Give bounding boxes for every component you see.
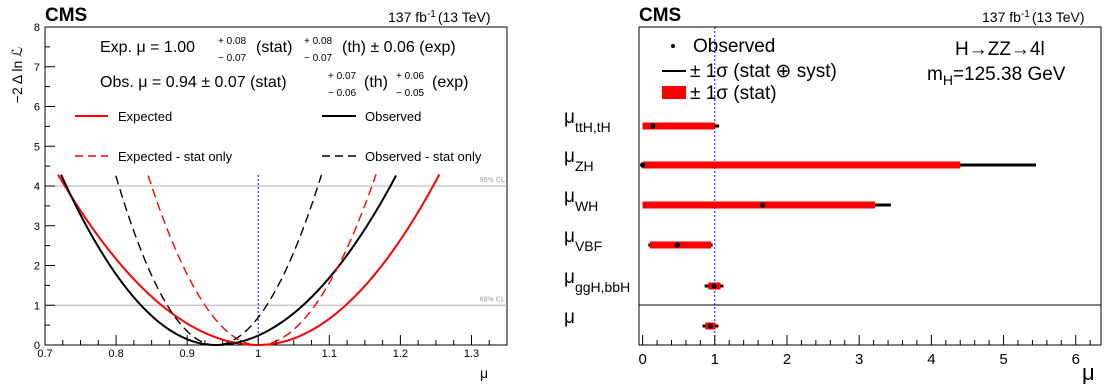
point-zh <box>640 162 646 168</box>
left-x-tick-label: 1.2 <box>393 348 408 360</box>
left-y-tick-label: 4 <box>34 181 40 193</box>
observed-annotation: Obs. μ = 0.94 ± 0.07 (stat) + 0.07 − 0.0… <box>100 71 468 99</box>
left-x-tick-label: 0.9 <box>180 348 195 360</box>
legend-observed-marker <box>671 44 675 48</box>
point-vbf <box>674 242 680 248</box>
exp-annotation-prefix: Exp. μ = 1.00 <box>100 39 195 56</box>
obs-annotation-prefix: Obs. μ = 0.94 ± 0.07 (stat) <box>100 74 287 91</box>
exp-th-down: − 0.07 <box>304 53 333 64</box>
cl-label-1: 95% CL <box>480 177 506 184</box>
stat-bar-vbf <box>649 241 712 249</box>
left-x-tick-label: 1 <box>255 348 261 360</box>
category-label-vbf: μVBF <box>564 226 602 254</box>
left-y-tick-label: 7 <box>34 62 40 74</box>
likelihood-scan-panel: CMS 137 fb-1 (13 TeV) 68% CL 95% CL 0.7 0.8… <box>9 5 508 381</box>
category-label-wh: μWH <box>564 186 598 214</box>
signal-strength-bars <box>640 122 1037 330</box>
stat-bar-zh <box>642 161 961 169</box>
category-label-tth-th: μttH,tH <box>564 107 611 135</box>
point-wh <box>759 202 766 208</box>
right-x-axis-label: μ <box>1082 360 1095 385</box>
right-x-tick-label: 6 <box>1072 351 1080 368</box>
cl-lines: 68% CL 95% CL <box>45 177 507 306</box>
left-y-tick-label: 1 <box>34 300 40 312</box>
left-y-ticks: 0 1 2 3 4 5 6 7 8 <box>34 22 55 352</box>
point-tth-th <box>650 123 656 129</box>
obs-exp-text: (exp) <box>432 74 468 91</box>
left-x-tick-label: 1.1 <box>322 348 337 360</box>
obs-th-down: − 0.06 <box>328 88 357 99</box>
left-y-tick-label: 2 <box>34 261 40 273</box>
exp-th-up: + 0.08 <box>304 36 333 47</box>
left-y-tick-label: 3 <box>34 221 40 233</box>
legend-observed-stat-label: Observed - stat only <box>365 149 482 164</box>
curve-observed-stat-only <box>115 174 323 346</box>
obs-exp-up: + 0.06 <box>396 71 425 82</box>
left-x-tick-label: 1.3 <box>464 348 479 360</box>
legend-stat-swatch <box>662 86 686 99</box>
left-x-tick-label: 0.7 <box>37 348 52 360</box>
right-lumi-label: 137 fb-1 (13 TeV) <box>982 9 1085 25</box>
mass-label: mH=125.38 GeV <box>927 64 1066 88</box>
right-x-ticks: 0 1 2 3 4 5 6 <box>638 335 1091 368</box>
expected-annotation: Exp. μ = 1.00 + 0.08 − 0.07 (stat) + 0.0… <box>100 36 456 64</box>
left-y-tick-label: 5 <box>34 141 40 153</box>
curve-expected-stat-only <box>147 173 377 346</box>
right-x-tick-label: 1 <box>711 351 719 368</box>
exp-th-text: (th) ± 0.06 (exp) <box>342 39 456 56</box>
right-x-tick-label: 4 <box>927 351 935 368</box>
signal-strength-panel: CMS 137 fb-1 (13 TeV) Observed ± 1σ (stat… <box>564 5 1102 385</box>
left-x-tick-label: 0.8 <box>108 348 123 360</box>
likelihood-curves <box>57 173 441 346</box>
legend-stat-text: ± 1σ (stat) <box>690 83 777 104</box>
obs-th-text: (th) <box>364 74 388 91</box>
curve-observed <box>60 174 397 346</box>
left-y-tick-label: 8 <box>34 22 40 34</box>
category-label-zh: μZH <box>564 146 594 174</box>
left-x-axis-label: μ <box>480 365 488 381</box>
right-frame <box>638 26 1102 346</box>
legend-expected-stat-label: Expected - stat only <box>118 149 233 164</box>
legend-observed-label: Observed <box>365 109 421 124</box>
left-x-ticks: 0.7 0.8 0.9 1 1.1 1.2 1.3 <box>37 335 508 360</box>
category-label-ggh-bbh: μggH,bbH <box>564 267 630 295</box>
category-labels: μttH,tH μZH μWH μVBF μggH,bbH μ <box>564 107 630 328</box>
right-x-tick-label: 3 <box>855 351 863 368</box>
left-lumi-label: 137 fb-1 (13 TeV) <box>388 9 491 25</box>
point-inclusive <box>707 323 714 329</box>
point-ggh-bbh <box>711 283 717 289</box>
left-cms-label: CMS <box>45 5 87 26</box>
obs-exp-down: − 0.05 <box>396 88 425 99</box>
legend-observed-text: Observed <box>693 36 775 57</box>
exp-stat-text: (stat) <box>256 39 292 56</box>
exp-stat-down: − 0.07 <box>218 53 247 64</box>
obs-th-up: + 0.07 <box>328 71 357 82</box>
legend-total-text: ± 1σ (stat ⊕ syst) <box>690 61 837 82</box>
right-x-tick-label: 0 <box>638 351 646 368</box>
left-legend: Expected Observed Expected - stat only O… <box>75 109 482 164</box>
right-x-tick-label: 5 <box>999 351 1007 368</box>
process-label: H→ZZ→4l <box>955 39 1045 60</box>
left-y-axis-label: −2 Δ ln ℒ <box>9 47 25 103</box>
stat-bar-wh <box>642 201 876 209</box>
left-y-tick-label: 0 <box>34 340 40 352</box>
cl-label-0: 68% CL <box>480 296 506 303</box>
right-x-tick-label: 2 <box>783 351 791 368</box>
left-y-tick-label: 6 <box>34 102 40 114</box>
exp-stat-up: + 0.08 <box>218 36 247 47</box>
stat-bar-tth-th <box>642 122 715 130</box>
right-legend: Observed ± 1σ (stat ⊕ syst) ± 1σ (stat) <box>662 36 837 104</box>
category-label-inclusive: μ <box>564 307 575 328</box>
legend-expected-label: Expected <box>118 109 172 124</box>
curve-expected <box>57 174 441 346</box>
right-cms-label: CMS <box>639 5 681 26</box>
